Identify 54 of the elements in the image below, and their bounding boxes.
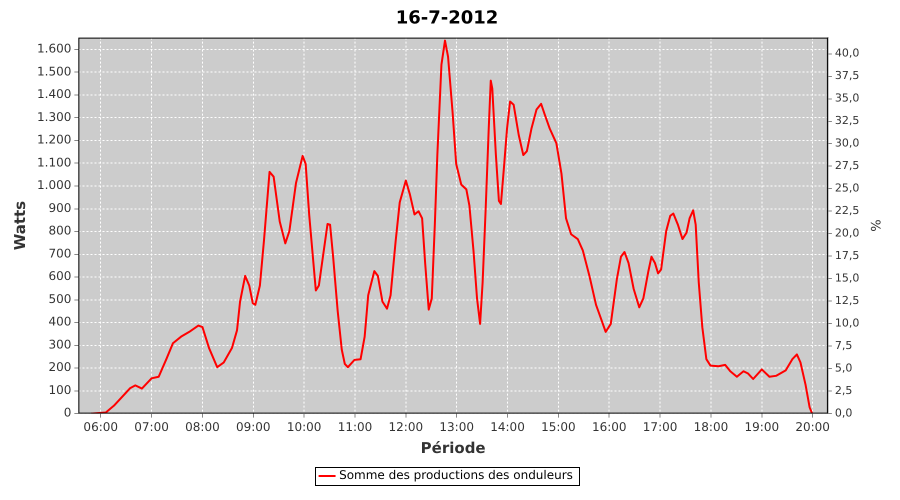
y2-tick-label: 2,5 <box>834 384 852 397</box>
y2-tick-label: 5,0 <box>834 361 852 374</box>
x-tick-label: 14:00 <box>490 420 525 434</box>
y2-tick-label: 15,0 <box>834 272 860 285</box>
x-tick-label: 20:00 <box>795 420 830 434</box>
y-tick-label: 1.400 <box>36 87 72 102</box>
y2-tick-label: 20,0 <box>834 226 860 240</box>
x-tick-label: 16:00 <box>592 420 627 434</box>
y-tick-label: 1.100 <box>36 155 72 170</box>
y2-tick-label: 12,5 <box>834 294 860 308</box>
x-tick-label: 10:00 <box>286 420 322 434</box>
y-tick-label: 1.000 <box>36 178 72 192</box>
x-tick-label: 09:00 <box>236 420 271 434</box>
y-tick-label: 400 <box>48 314 72 329</box>
y-tick-label: 200 <box>48 360 72 374</box>
x-axis-title: Période <box>420 438 486 457</box>
y2-tick-label: 10,0 <box>834 316 860 330</box>
y2-tick-label: 30,0 <box>834 136 860 150</box>
y2-tick-label: 37,5 <box>834 69 860 82</box>
y-tick-label: 300 <box>48 337 72 352</box>
y-tick-label: 900 <box>48 200 72 215</box>
legend-label: Somme des productions des onduleurs <box>339 468 573 482</box>
y-tick-label: 0 <box>64 406 72 420</box>
y-tick-label: 1.200 <box>36 132 72 147</box>
y2-tick-label: 27,5 <box>834 159 860 172</box>
x-tick-label: 12:00 <box>388 420 424 434</box>
y-tick-label: 100 <box>48 382 72 397</box>
x-tick-label: 17:00 <box>642 420 678 434</box>
y2-tick-label: 17,5 <box>834 249 860 262</box>
y2-tick-label: 7,5 <box>834 338 852 352</box>
y2-axis-title: % <box>866 219 882 232</box>
y-tick-label: 1.600 <box>36 42 72 56</box>
x-tick-label: 06:00 <box>83 420 118 434</box>
x-tick-label: 19:00 <box>744 420 780 434</box>
x-tick-label: 08:00 <box>185 420 220 434</box>
y-tick-label: 1.500 <box>36 64 72 78</box>
y-tick-label: 700 <box>48 246 72 260</box>
y2-tick-label: 0,0 <box>834 406 852 420</box>
y-axis-title: Watts <box>10 200 29 250</box>
x-tick-label: 07:00 <box>134 420 169 434</box>
y2-tick-label: 22,5 <box>834 204 860 218</box>
y2-tick-label: 40,0 <box>834 46 860 60</box>
x-tick-label: 15:00 <box>541 420 576 434</box>
x-tick-label: 11:00 <box>338 420 372 434</box>
y-tick-label: 600 <box>48 269 72 284</box>
y2-tick-label: 32,5 <box>834 114 860 128</box>
y-tick-label: 1.300 <box>36 110 72 124</box>
x-tick-label: 18:00 <box>694 420 728 434</box>
y-tick-label: 500 <box>48 292 72 306</box>
x-tick-label: 13:00 <box>439 420 474 434</box>
chart-title: 16-7-2012 <box>396 7 498 28</box>
y2-tick-label: 35,0 <box>834 92 860 105</box>
y2-tick-label: 25,0 <box>834 182 860 195</box>
y-tick-label: 800 <box>48 224 72 238</box>
